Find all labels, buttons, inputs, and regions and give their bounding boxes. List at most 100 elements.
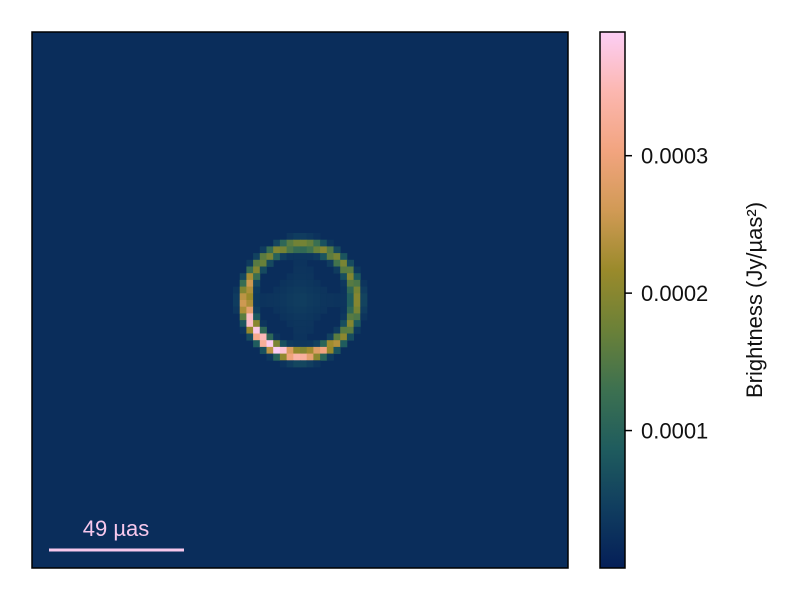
image-cell	[246, 279, 254, 287]
image-cell	[293, 233, 301, 241]
image-cell	[279, 360, 287, 368]
image-cell	[259, 326, 267, 334]
image-cell	[340, 313, 348, 321]
image-cell	[239, 273, 247, 281]
image-cell	[239, 300, 247, 308]
image-cell	[293, 253, 301, 261]
image-cell	[306, 246, 314, 254]
image-cell	[346, 279, 354, 287]
image-cell	[320, 239, 328, 247]
image-cell	[279, 340, 287, 348]
image-cell	[279, 293, 287, 301]
image-cell	[300, 300, 308, 308]
image-cell	[246, 300, 254, 308]
image-cell	[293, 286, 301, 294]
image-cell	[266, 253, 274, 261]
image-cell	[306, 313, 314, 321]
image-cell	[273, 333, 281, 341]
image-cell	[246, 306, 254, 314]
image-cell	[273, 253, 281, 261]
image-cell	[259, 266, 267, 274]
image-cell	[253, 326, 261, 334]
image-cell	[293, 273, 301, 281]
image-cell	[259, 259, 267, 267]
image-cell	[246, 259, 254, 267]
image-cell	[346, 286, 354, 294]
image-cell	[286, 246, 294, 254]
image-cell	[353, 306, 361, 314]
image-cell	[320, 300, 328, 308]
image-cell	[253, 340, 261, 348]
image-cell	[306, 360, 314, 368]
image-cell	[353, 300, 361, 308]
image-cell	[340, 293, 348, 301]
image-cell	[239, 306, 247, 314]
image-cell	[353, 313, 361, 321]
image-cell	[340, 326, 348, 334]
image-cell	[340, 259, 348, 267]
image-cell	[273, 286, 281, 294]
image-cell	[246, 320, 254, 328]
image-cell	[313, 306, 321, 314]
image-cell	[300, 313, 308, 321]
image-cell	[300, 259, 308, 267]
image-cell	[340, 320, 348, 328]
image-cell	[360, 293, 368, 301]
image-cell	[360, 300, 368, 308]
image-cell	[233, 306, 241, 314]
image-cell	[259, 320, 267, 328]
image-cell	[279, 279, 287, 287]
image-cell	[266, 346, 274, 354]
image-cell	[286, 300, 294, 308]
image-cell	[246, 313, 254, 321]
colorbar-ticks: 0.0001 0.0002 0.0003	[625, 144, 708, 444]
image-cell	[340, 286, 348, 294]
image-cell	[320, 293, 328, 301]
image-cell	[313, 233, 321, 241]
image-cell	[293, 279, 301, 287]
image-cell	[346, 259, 354, 267]
image-cell	[259, 246, 267, 254]
image-cell	[266, 333, 274, 341]
image-cell	[306, 233, 314, 241]
image-cell	[340, 279, 348, 287]
image-cell	[286, 313, 294, 321]
image-cell	[253, 253, 261, 261]
image-cell	[353, 273, 361, 281]
colorbar-tick-label: 0.0003	[641, 144, 708, 169]
image-cell	[273, 246, 281, 254]
image-cell	[306, 273, 314, 281]
image-cell	[300, 346, 308, 354]
image-cell	[340, 266, 348, 274]
image-cell	[300, 279, 308, 287]
image-cell	[253, 293, 261, 301]
image-cell	[239, 293, 247, 301]
image-cell	[346, 300, 354, 308]
image-cell	[313, 346, 321, 354]
image-cell	[286, 279, 294, 287]
image-cell	[246, 273, 254, 281]
image-cell	[333, 293, 341, 301]
image-cell	[333, 340, 341, 348]
image-cell	[246, 333, 254, 341]
image-panel	[31, 31, 569, 569]
image-cell	[233, 300, 241, 308]
image-cell	[253, 279, 261, 287]
image-cell	[253, 333, 261, 341]
image-cell	[293, 306, 301, 314]
image-cell	[279, 253, 287, 261]
image-cell	[253, 320, 261, 328]
image-cell	[300, 333, 308, 341]
image-cell	[300, 273, 308, 281]
image-cell	[286, 293, 294, 301]
image-cell	[286, 239, 294, 247]
image-cell	[239, 313, 247, 321]
colorbar: 0.0001 0.0002 0.0003 Brightness (Jy/µas²)	[599, 31, 767, 569]
image-cell	[326, 239, 334, 247]
image-cell	[253, 273, 261, 281]
image-cell	[293, 246, 301, 254]
image-cell	[259, 333, 267, 341]
image-cell	[253, 313, 261, 321]
image-cell	[313, 246, 321, 254]
image-cell	[279, 313, 287, 321]
